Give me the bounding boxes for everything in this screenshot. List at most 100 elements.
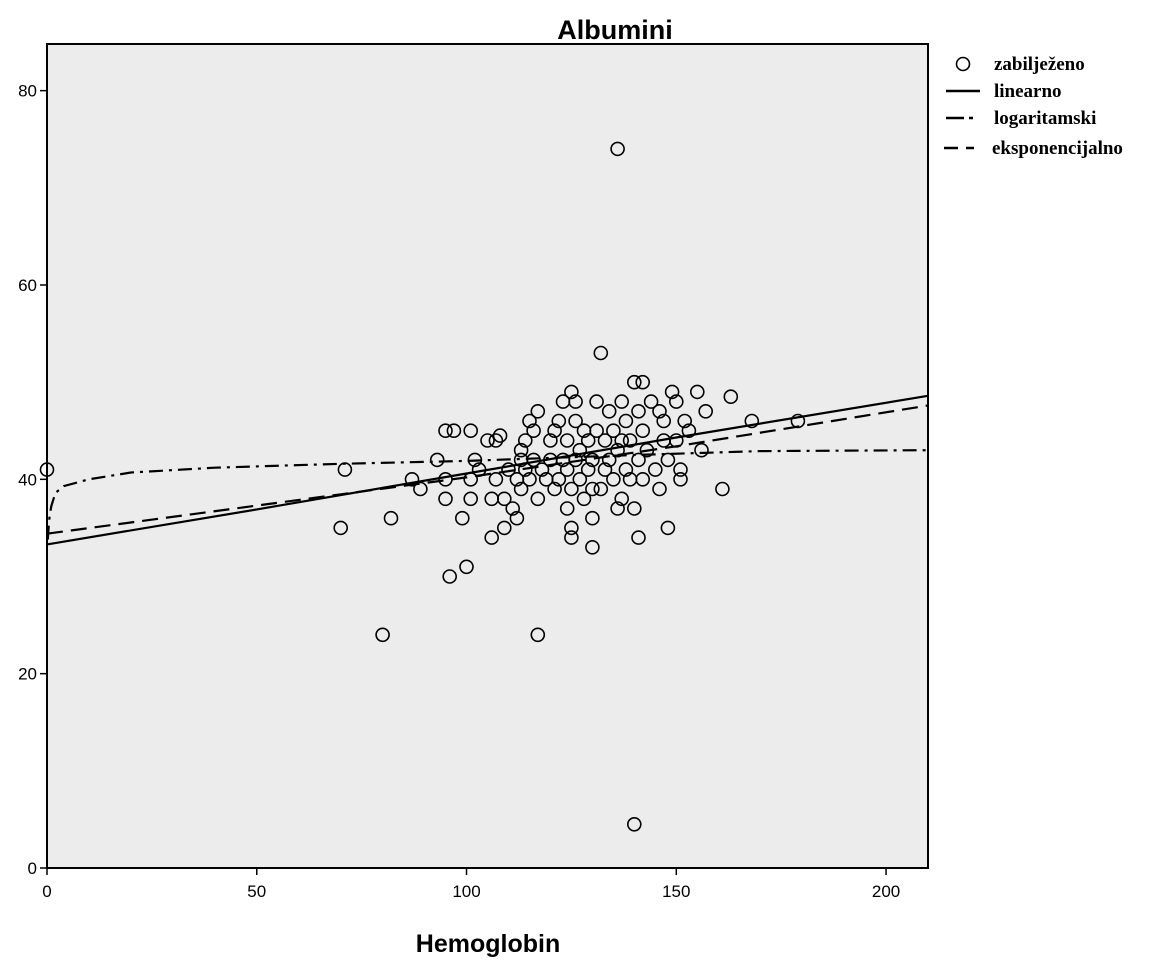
scatter-point (568, 413, 583, 429)
scatter-point (496, 520, 512, 536)
scatter-point (551, 413, 567, 429)
scatter-point (454, 510, 470, 526)
scatter-point (517, 433, 533, 448)
scatter-point (383, 510, 399, 526)
scatter-point (484, 530, 500, 545)
scatter-point (522, 413, 537, 429)
scatter-point (626, 374, 642, 390)
legend: zabilježeno linearno logaritamski eksponenc… (944, 54, 1123, 159)
scatter-point (589, 423, 604, 439)
scatter-point (647, 462, 663, 477)
scatter-point (626, 501, 642, 516)
scatter-point (572, 471, 588, 487)
scatter-point (492, 428, 508, 443)
scatter-point (517, 462, 533, 477)
scatter-point (429, 452, 445, 468)
scatter-point (723, 389, 739, 405)
scatter-point (488, 471, 504, 487)
scatter-point (463, 471, 479, 487)
y-tick-label: 60 (18, 276, 37, 295)
scatter-point (337, 462, 353, 477)
scatter-point (631, 530, 646, 545)
x-axis: 0 50 100 150 200 (42, 868, 900, 901)
y-tick-label: 40 (18, 470, 37, 489)
scatter-point (513, 481, 529, 497)
scatter-point (660, 452, 676, 468)
scatter-point (618, 413, 634, 429)
scatter-point (631, 452, 646, 468)
scatter-point (668, 433, 684, 448)
scatter-point (610, 141, 625, 157)
x-tick-label: 0 (42, 882, 51, 901)
scatter-point (698, 403, 714, 419)
scatter-point (601, 403, 617, 419)
scatter-point (614, 433, 630, 448)
scatter-point (39, 462, 55, 477)
scatter-point (480, 433, 495, 448)
scatter-point (568, 394, 583, 409)
scatter-point (333, 520, 349, 536)
scatter-point (606, 471, 621, 487)
scatter-point (790, 413, 806, 429)
scatter-point (635, 423, 651, 439)
scatter-point (677, 413, 693, 429)
scatter-point (530, 491, 546, 507)
scatter-point (501, 462, 516, 477)
scatter-point (660, 520, 676, 536)
scatter-point (597, 462, 613, 477)
legend-label: linearno (994, 81, 1062, 102)
x-tick-label: 150 (662, 882, 690, 901)
legend-label: eksponencijalno (992, 138, 1123, 159)
scatter-point (673, 471, 688, 487)
scatter-point (564, 530, 579, 545)
scatter-point (413, 481, 428, 497)
scatter-point (744, 413, 760, 429)
scatter-point (530, 403, 546, 419)
scatter-point (622, 433, 638, 448)
scatter-point (564, 481, 579, 497)
plot-area (46, 43, 929, 869)
y-axis: 0 20 40 60 80 (18, 82, 47, 878)
scatter-point (580, 433, 596, 448)
scatter-point (593, 481, 609, 497)
scatter-points (39, 141, 806, 832)
scatter-point (643, 394, 659, 409)
scatter-point (438, 491, 453, 507)
scatter-point (463, 491, 479, 507)
scatter-point (626, 816, 642, 832)
scatter-point (438, 423, 453, 439)
scatter-point (585, 452, 600, 468)
scatter-point (715, 481, 730, 497)
scatter-point (513, 442, 529, 458)
scatter-point (635, 374, 651, 390)
scatter-point (446, 423, 462, 439)
scatter-point (593, 345, 609, 361)
scatter-point (522, 471, 537, 487)
scatter-point (694, 442, 709, 458)
scatter-point (610, 442, 625, 458)
scatter-point (488, 433, 504, 448)
scatter-point (547, 423, 562, 439)
scatter-point (467, 452, 483, 468)
scatter-point (564, 520, 579, 536)
y-tick-label: 20 (18, 665, 37, 684)
scatter-point (509, 510, 525, 526)
scatter-point (375, 627, 390, 643)
scatter-point (505, 501, 521, 516)
scatter-point (568, 452, 583, 468)
scatter-point (559, 433, 575, 448)
scatter-point (664, 384, 680, 400)
legend-label: zabilježeno (994, 54, 1085, 75)
scatter-point (559, 462, 575, 477)
scatter-point (689, 384, 705, 400)
scatter-point (589, 394, 604, 409)
scatter-point (438, 471, 453, 487)
scatter-point (459, 559, 474, 575)
x-tick-label: 100 (452, 882, 480, 901)
scatter-point (635, 471, 651, 487)
scatter-point (534, 462, 550, 477)
scatter-point (442, 569, 458, 584)
scatter-point (606, 423, 621, 439)
scatter-point (610, 501, 625, 516)
legend-marker-circle (955, 56, 971, 72)
